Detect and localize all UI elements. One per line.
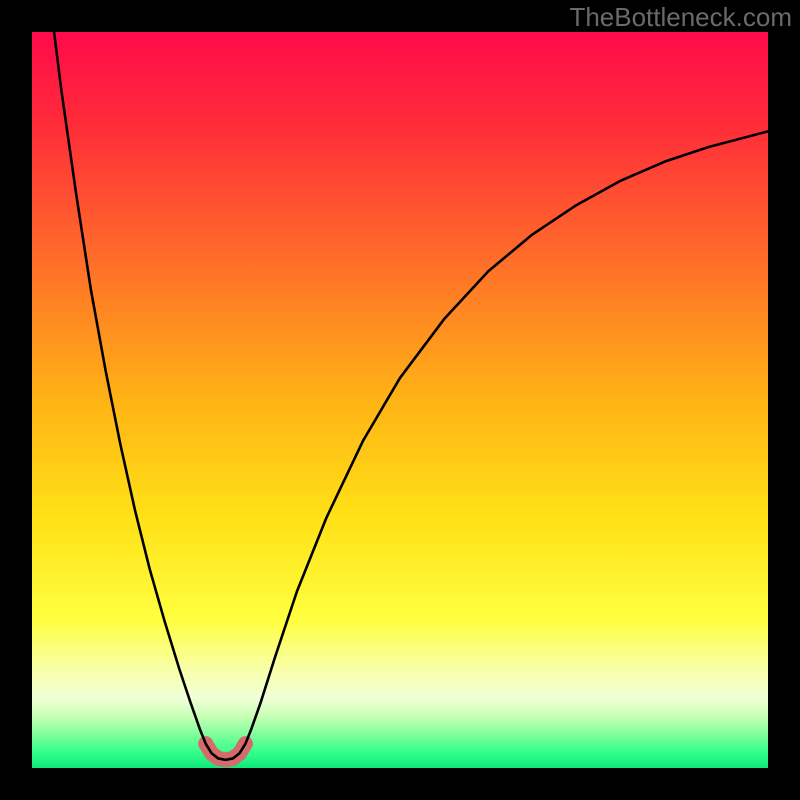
watermark: TheBottleneck.com bbox=[569, 2, 792, 33]
chart-canvas: TheBottleneck.com bbox=[0, 0, 800, 800]
curve-layer bbox=[0, 0, 800, 800]
bottleneck-curve bbox=[54, 32, 768, 760]
